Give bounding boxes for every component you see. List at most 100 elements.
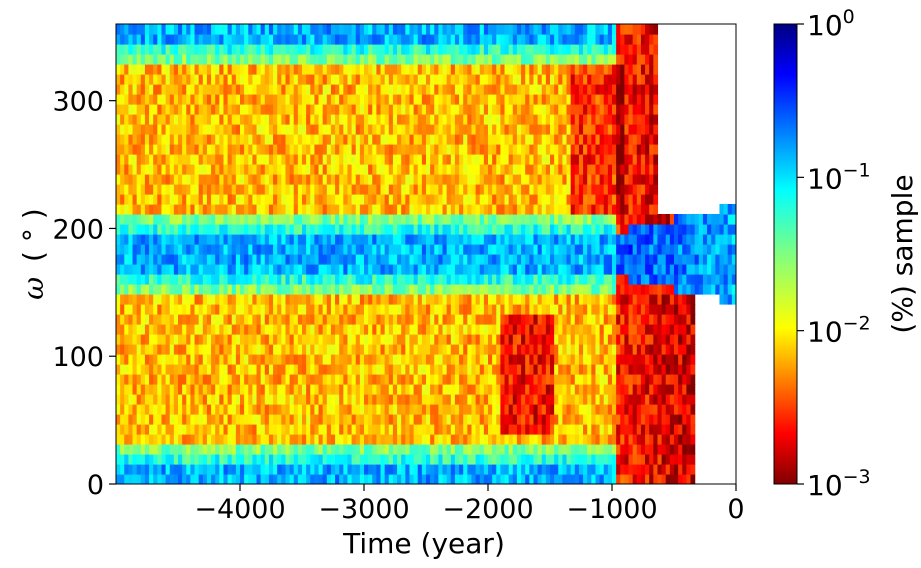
heatmap-cell xyxy=(186,224,191,235)
heatmap-cell xyxy=(434,194,439,205)
heatmap-cell xyxy=(182,314,187,325)
heatmap-cell xyxy=(508,414,514,425)
heatmap-cell xyxy=(140,234,146,245)
heatmap-cell xyxy=(206,454,212,465)
heatmap-cell xyxy=(235,334,241,345)
heatmap-cell xyxy=(173,124,179,135)
heatmap-cell xyxy=(467,444,473,455)
heatmap-cell xyxy=(479,264,485,275)
heatmap-cell xyxy=(351,104,357,115)
heatmap-cell xyxy=(417,344,423,355)
heatmap-cell xyxy=(450,74,456,85)
heatmap-cell xyxy=(244,44,249,55)
heatmap-cell xyxy=(248,144,253,155)
heatmap-cell xyxy=(504,224,510,235)
heatmap-cell xyxy=(128,254,134,265)
heatmap-cell xyxy=(409,34,415,45)
heatmap-cell xyxy=(322,204,328,215)
heatmap-cell xyxy=(488,134,493,145)
heatmap-cell xyxy=(120,74,125,85)
heatmap-cell xyxy=(227,344,233,355)
heatmap-cell xyxy=(136,304,142,315)
heatmap-cell xyxy=(273,104,278,115)
heatmap-cell xyxy=(417,104,423,115)
heatmap-cell xyxy=(223,454,229,465)
heatmap-cell xyxy=(397,284,402,295)
heatmap-cell xyxy=(264,164,270,175)
heatmap-cell xyxy=(339,124,344,135)
heatmap-cell xyxy=(430,354,435,365)
heatmap-cell xyxy=(463,314,468,325)
heatmap-cell xyxy=(318,214,324,225)
heatmap-cell xyxy=(397,334,402,345)
heatmap-cell xyxy=(430,54,435,65)
heatmap-cell xyxy=(198,324,204,335)
heatmap-cell xyxy=(529,214,535,225)
heatmap-cell xyxy=(136,344,142,355)
heatmap-cell xyxy=(454,184,460,195)
heatmap-cell xyxy=(500,64,506,75)
heatmap-cell xyxy=(426,244,431,255)
heatmap-cell xyxy=(206,84,212,95)
heatmap-cell xyxy=(438,264,444,275)
heatmap-cell xyxy=(529,64,535,75)
heatmap-cell xyxy=(467,254,473,265)
heatmap-cell xyxy=(558,264,563,275)
heatmap-cell xyxy=(421,394,427,405)
heatmap-cell xyxy=(219,124,225,135)
heatmap-cell xyxy=(322,274,328,285)
heatmap-cell xyxy=(554,474,559,484)
heatmap-cell xyxy=(256,54,262,65)
heatmap-cell xyxy=(252,384,258,395)
heatmap-cell xyxy=(277,204,282,215)
heatmap-cell xyxy=(219,234,225,245)
heatmap-cell xyxy=(438,64,444,75)
heatmap-cell xyxy=(149,124,154,135)
heatmap-cell xyxy=(384,284,390,295)
heatmap-cell xyxy=(545,454,551,465)
heatmap-cell xyxy=(161,34,167,45)
heatmap-cell xyxy=(330,184,336,195)
heatmap-cell xyxy=(562,244,568,255)
heatmap-cell xyxy=(500,244,506,255)
heatmap-cell xyxy=(554,124,559,135)
heatmap-cell xyxy=(264,94,270,105)
heatmap-cell xyxy=(149,174,154,185)
heatmap-cell xyxy=(240,84,245,95)
heatmap-cell xyxy=(256,464,262,475)
heatmap-cell xyxy=(355,244,361,255)
heatmap-cell xyxy=(426,104,431,115)
heatmap-cell xyxy=(512,344,518,355)
heatmap-cell xyxy=(376,384,382,395)
heatmap-cell xyxy=(550,444,555,455)
heatmap-cell xyxy=(273,264,278,275)
heatmap-cell xyxy=(471,274,477,285)
heatmap-cell xyxy=(463,224,468,235)
heatmap-cell xyxy=(128,164,134,175)
heatmap-cell xyxy=(194,444,200,455)
heatmap-cell xyxy=(475,224,481,235)
heatmap-cell xyxy=(128,404,134,415)
heatmap-cell xyxy=(364,154,369,165)
heatmap-cell xyxy=(198,334,204,345)
heatmap-cell xyxy=(529,134,535,145)
heatmap-cell xyxy=(364,234,369,245)
heatmap-cell xyxy=(450,274,456,285)
heatmap-cell xyxy=(306,154,311,165)
heatmap-cell xyxy=(169,294,175,305)
heatmap-cell xyxy=(512,34,518,45)
heatmap-cell xyxy=(128,234,134,245)
heatmap-cell xyxy=(227,184,233,195)
heatmap-cell xyxy=(483,44,489,55)
heatmap-cell xyxy=(268,474,274,484)
heatmap-cell xyxy=(149,44,154,55)
heatmap-cell xyxy=(157,474,163,484)
heatmap-cell xyxy=(335,414,340,425)
heatmap-cell xyxy=(467,174,473,185)
heatmap-cell xyxy=(227,334,233,345)
heatmap-cell xyxy=(450,454,456,465)
heatmap-cell xyxy=(281,54,287,65)
heatmap-cell xyxy=(318,364,324,375)
heatmap-cell xyxy=(215,384,220,395)
heatmap-cell xyxy=(211,254,216,265)
